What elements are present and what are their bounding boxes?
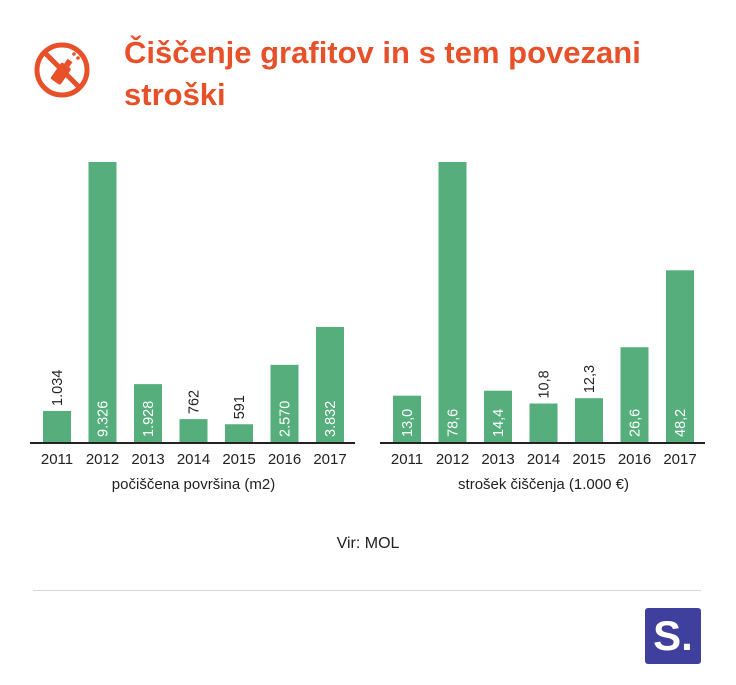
value-label-2017: 48,2 — [673, 409, 689, 437]
value-label-2011: 1.034 — [50, 370, 66, 406]
bar-2017 — [666, 270, 694, 442]
value-label-2012: 78,6 — [446, 409, 462, 437]
x-tick-2012: 2012 — [86, 451, 119, 468]
bar-2016 — [270, 364, 299, 442]
bar-2011 — [393, 395, 421, 442]
bar-2013 — [134, 384, 162, 442]
bar-2011 — [43, 410, 71, 442]
footer-divider — [33, 590, 701, 591]
brand-logo: S. — [645, 608, 701, 664]
x-tick-2014: 2014 — [177, 451, 210, 468]
source-note: Vir: MOL — [336, 535, 400, 552]
bar-2015 — [225, 424, 253, 442]
x-tick-2017: 2017 — [663, 451, 696, 468]
bar-2015 — [575, 398, 603, 442]
value-label-2015: 12,3 — [582, 365, 598, 393]
bar-chart-area-cleaned: 1.034 2011 9.326 2012 1.928 2013 762 2014 591 201… — [30, 162, 355, 493]
bar-2012 — [438, 162, 467, 442]
x-tick-2013: 2013 — [131, 451, 164, 468]
x-axis-label: počiščena površina (m2) — [112, 476, 275, 493]
bar-2013 — [484, 390, 512, 442]
bar-2017 — [316, 326, 344, 442]
x-tick-2011: 2011 — [41, 451, 73, 468]
value-label-2016: 26,6 — [628, 409, 644, 437]
x-tick-2016: 2016 — [618, 451, 651, 468]
x-tick-2013: 2013 — [481, 451, 514, 468]
value-label-2011: 13,0 — [400, 409, 416, 437]
value-label-2015: 591 — [232, 395, 248, 419]
chart-title: Čiščenje grafitov in s tem povezani stro… — [124, 35, 641, 112]
value-label-2013: 14,4 — [491, 409, 507, 437]
x-tick-2015: 2015 — [572, 451, 605, 468]
x-tick-2014: 2014 — [527, 451, 560, 468]
bar-2014 — [179, 419, 208, 442]
bar-2016 — [620, 347, 649, 442]
x-axis-label: strošek čiščenja (1.000 €) — [458, 476, 629, 493]
bar-2014 — [529, 403, 558, 442]
value-label-2017: 3.832 — [323, 401, 339, 437]
x-tick-2016: 2016 — [268, 451, 301, 468]
value-label-2014: 10,8 — [537, 370, 553, 398]
x-tick-2017: 2017 — [313, 451, 346, 468]
value-label-2016: 2.570 — [278, 401, 294, 437]
bar-2012 — [88, 162, 117, 442]
value-label-2013: 1.928 — [141, 401, 157, 437]
x-tick-2011: 2011 — [391, 451, 423, 468]
bar-chart-cleaning-cost: 13,0 2011 78,6 2012 14,4 2013 10,8 2014 12,3 2015… — [380, 162, 705, 493]
value-label-2014: 762 — [187, 390, 203, 414]
x-tick-2012: 2012 — [436, 451, 469, 468]
no-spray-can-icon — [34, 42, 90, 98]
x-tick-2015: 2015 — [222, 451, 255, 468]
value-label-2012: 9.326 — [96, 401, 112, 437]
